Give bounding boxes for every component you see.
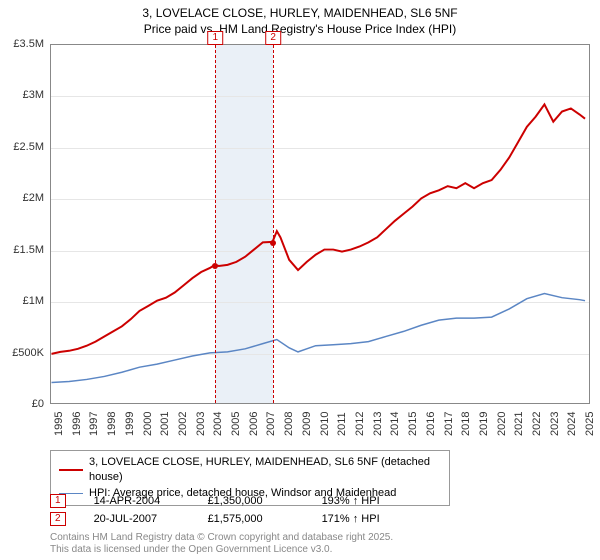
x-tick-label: 2003: [195, 412, 207, 436]
transaction-marker: 1: [50, 494, 66, 508]
x-tick-label: 1995: [53, 412, 65, 436]
legend-swatch: [59, 469, 83, 471]
x-tick-label: 2025: [584, 412, 596, 436]
chart-title: 3, LOVELACE CLOSE, HURLEY, MAIDENHEAD, S…: [0, 0, 600, 37]
transaction-delta: 171% ↑ HPI: [322, 513, 412, 525]
x-axis: 1995 1996 1997 1998 1999 2000 2001 2002 2003 2004…: [50, 406, 590, 446]
y-tick-label: £2M: [23, 192, 44, 204]
transaction-delta: 193% ↑ HPI: [322, 495, 412, 507]
transaction-date: 14-APR-2004: [94, 495, 184, 507]
x-tick-label: 2004: [212, 412, 224, 436]
footer-line-1: Contains HM Land Registry data © Crown c…: [50, 532, 393, 544]
event-marker-label: 1: [208, 31, 224, 45]
x-tick-label: 2019: [478, 412, 490, 436]
x-tick-label: 2016: [425, 412, 437, 436]
x-tick-label: 2020: [496, 412, 508, 436]
transaction-price: £1,350,000: [208, 495, 298, 507]
x-tick-label: 2024: [566, 412, 578, 436]
y-tick-label: £0: [32, 398, 44, 410]
event-vline: [215, 45, 216, 403]
y-tick-label: £500K: [12, 347, 44, 359]
footer-line-2: This data is licensed under the Open Gov…: [50, 544, 393, 556]
x-tick-label: 2022: [531, 412, 543, 436]
x-tick-label: 2021: [513, 412, 525, 436]
x-tick-label: 1998: [106, 412, 118, 436]
x-tick-label: 2010: [319, 412, 331, 436]
series-line: [52, 294, 586, 383]
x-tick-label: 1999: [124, 412, 136, 436]
x-tick-label: 1996: [71, 412, 83, 436]
series-line: [52, 104, 586, 354]
y-axis: £0£500K£1M£1.5M£2M£2.5M£3M£3.5M: [0, 44, 48, 404]
transaction-table: 1 14-APR-2004 £1,350,000 193% ↑ HPI 2 20-JUL-…: [50, 494, 412, 530]
x-tick-label: 2023: [549, 412, 561, 436]
x-tick-label: 2007: [265, 412, 277, 436]
x-tick-label: 2015: [407, 412, 419, 436]
title-line-2: Price paid vs. HM Land Registry's House …: [0, 22, 600, 38]
y-tick-label: £3M: [23, 89, 44, 101]
x-tick-label: 2001: [159, 412, 171, 436]
event-marker-label: 2: [265, 31, 281, 45]
x-tick-label: 2014: [389, 412, 401, 436]
plot-area: 12: [50, 44, 590, 404]
x-tick-label: 2000: [142, 412, 154, 436]
x-tick-label: 2012: [354, 412, 366, 436]
event-marker: 1: [208, 27, 224, 45]
y-tick-label: £3.5M: [13, 38, 44, 50]
event-dot: [212, 263, 218, 269]
x-tick-label: 2005: [230, 412, 242, 436]
event-dot: [270, 240, 276, 246]
transaction-price: £1,575,000: [208, 513, 298, 525]
transaction-row: 2 20-JUL-2007 £1,575,000 171% ↑ HPI: [50, 512, 412, 526]
title-line-1: 3, LOVELACE CLOSE, HURLEY, MAIDENHEAD, S…: [0, 6, 600, 22]
x-tick-label: 2008: [283, 412, 295, 436]
footer-note: Contains HM Land Registry data © Crown c…: [50, 532, 393, 556]
event-vline: [273, 45, 274, 403]
y-tick-label: £2.5M: [13, 141, 44, 153]
legend-item: 3, LOVELACE CLOSE, HURLEY, MAIDENHEAD, S…: [59, 455, 441, 486]
x-tick-label: 2006: [248, 412, 260, 436]
y-tick-label: £1M: [23, 295, 44, 307]
transaction-date: 20-JUL-2007: [94, 513, 184, 525]
chart-lines: [51, 45, 589, 403]
event-marker: 2: [265, 27, 281, 45]
x-tick-label: 2011: [336, 412, 348, 436]
transaction-row: 1 14-APR-2004 £1,350,000 193% ↑ HPI: [50, 494, 412, 508]
transaction-marker: 2: [50, 512, 66, 526]
chart-container: 3, LOVELACE CLOSE, HURLEY, MAIDENHEAD, S…: [0, 0, 600, 560]
x-tick-label: 1997: [88, 412, 100, 436]
x-tick-label: 2017: [443, 412, 455, 436]
x-tick-label: 2013: [372, 412, 384, 436]
x-tick-label: 2009: [301, 412, 313, 436]
y-tick-label: £1.5M: [13, 244, 44, 256]
x-tick-label: 2018: [460, 412, 472, 436]
legend-label: 3, LOVELACE CLOSE, HURLEY, MAIDENHEAD, S…: [89, 455, 441, 486]
x-tick-label: 2002: [177, 412, 189, 436]
